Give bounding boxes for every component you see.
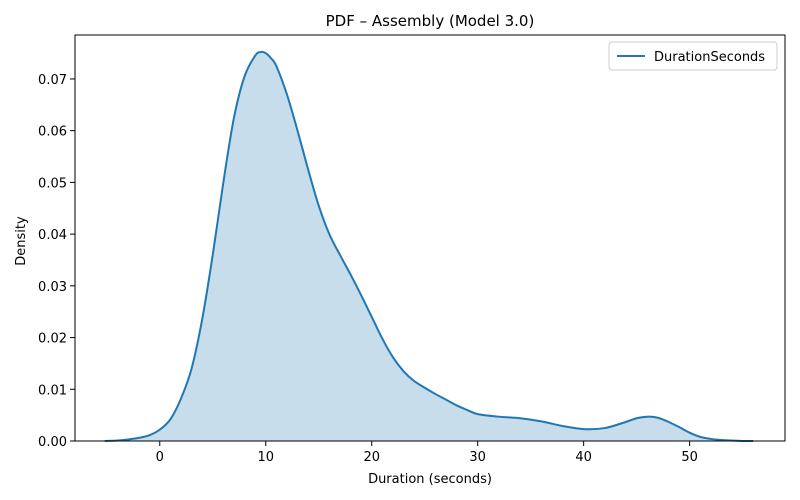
- x-axis-label: Duration (seconds): [368, 472, 492, 487]
- y-tick-label: 0.01: [38, 383, 67, 398]
- x-tick-label: 0: [156, 450, 164, 465]
- x-axis: 0 10 20 30 40 50: [156, 441, 698, 465]
- plot-area: [104, 50, 754, 442]
- y-tick-label: 0.06: [38, 125, 67, 140]
- y-tick-label: 0.07: [38, 73, 67, 88]
- y-tick-label: 0.00: [38, 435, 67, 450]
- y-axis: 0.00 0.01 0.02 0.03 0.04 0.05 0.06 0.07: [38, 73, 75, 450]
- x-tick-label: 30: [469, 450, 486, 465]
- legend: DurationSeconds: [608, 41, 778, 71]
- x-tick-label: 40: [575, 450, 592, 465]
- y-tick-label: 0.04: [38, 228, 67, 243]
- plot-frame: [74, 34, 786, 442]
- density-line-series: [104, 50, 754, 442]
- legend-entry-label: DurationSeconds: [654, 50, 765, 65]
- y-tick-label: 0.05: [38, 176, 67, 191]
- y-tick-label: 0.03: [38, 280, 67, 295]
- y-axis-label: Density: [14, 216, 29, 266]
- density-fill-area: [104, 51, 754, 441]
- chart-title: PDF – Assembly (Model 3.0): [326, 12, 535, 30]
- legend-box: [608, 41, 778, 71]
- y-tick-label: 0.02: [38, 332, 67, 347]
- x-tick-label: 10: [257, 450, 274, 465]
- x-tick-label: 20: [363, 450, 380, 465]
- x-tick-label: 50: [681, 450, 698, 465]
